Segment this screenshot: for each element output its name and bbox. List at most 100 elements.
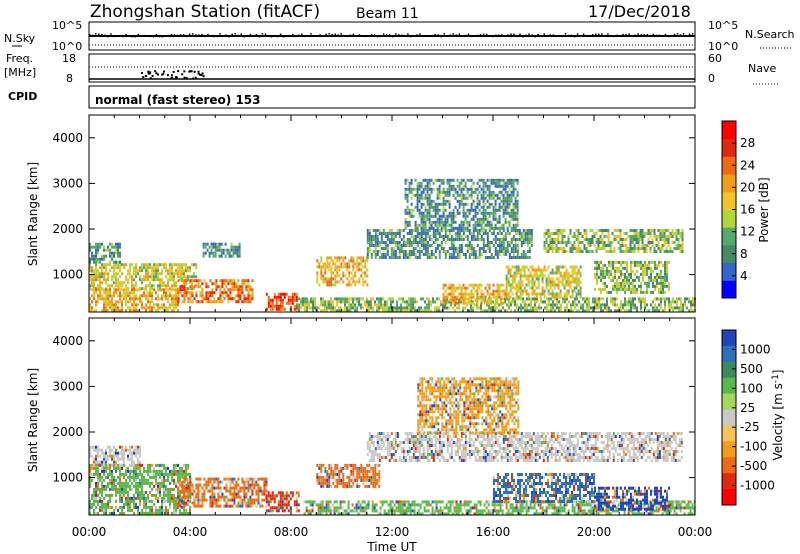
power-cell xyxy=(492,208,495,212)
power-cell xyxy=(271,304,274,308)
power-cell xyxy=(652,290,654,294)
power-cell xyxy=(458,283,461,287)
power-cell xyxy=(220,254,223,258)
nsky-point xyxy=(279,33,282,36)
nave-tick-bottom: 0 xyxy=(708,72,715,85)
power-cell xyxy=(458,292,461,296)
power-cell xyxy=(185,291,188,295)
power-cell xyxy=(680,303,682,307)
power-cell xyxy=(557,295,560,299)
velocity-cell xyxy=(165,472,167,476)
power-cell xyxy=(414,241,417,244)
power-cell xyxy=(149,309,151,313)
power-cell xyxy=(474,214,477,218)
power-cell xyxy=(610,278,612,282)
power-cell xyxy=(531,292,534,296)
velocity-cell xyxy=(169,481,171,485)
power-cell xyxy=(611,241,614,244)
power-cell xyxy=(336,259,339,263)
power-cell xyxy=(500,289,503,293)
power-cell xyxy=(346,268,349,272)
power-cell xyxy=(551,277,554,281)
power-cell xyxy=(368,247,371,250)
power-cell xyxy=(654,260,656,264)
power-cell xyxy=(478,202,481,206)
power-cell xyxy=(219,288,222,292)
power-cell xyxy=(488,214,491,218)
power-cell xyxy=(519,286,522,290)
nsky-point xyxy=(482,33,485,36)
power-cell xyxy=(348,280,351,284)
power-cell xyxy=(103,248,105,252)
power-cell xyxy=(103,254,105,258)
velocity-cell xyxy=(159,475,161,479)
power-cell xyxy=(193,287,195,291)
power-cell xyxy=(111,245,113,249)
power-cell xyxy=(514,187,517,191)
power-cell xyxy=(133,291,135,295)
power-cell xyxy=(512,187,515,191)
power-cell xyxy=(652,260,654,264)
power-cell xyxy=(362,265,365,269)
power-cell xyxy=(277,307,280,311)
velocity-cell xyxy=(133,511,135,515)
velocity-cell xyxy=(169,496,171,500)
velocity-cell xyxy=(99,508,101,512)
freq-point xyxy=(166,74,169,77)
power-cell xyxy=(504,235,507,238)
power-cell xyxy=(214,248,217,252)
power-cell xyxy=(89,275,91,279)
power-cell xyxy=(673,232,676,235)
power-cell xyxy=(630,297,632,301)
power-cell xyxy=(362,259,365,263)
power-cell xyxy=(362,306,364,310)
power-cell xyxy=(418,193,421,197)
power-cell xyxy=(572,309,574,313)
power-cell xyxy=(510,214,513,218)
power-cell xyxy=(664,284,666,288)
power-cell xyxy=(534,309,536,313)
velocity-cell xyxy=(127,496,129,500)
power-cell xyxy=(207,291,210,295)
velocity-cell xyxy=(123,481,125,485)
power-cell xyxy=(336,309,338,313)
power-cell xyxy=(289,295,292,299)
power-cell xyxy=(442,196,445,200)
power-cell xyxy=(444,208,447,212)
power-cell xyxy=(318,306,320,310)
power-cell xyxy=(565,244,568,247)
power-cell xyxy=(115,275,117,279)
freq-label: Freq. xyxy=(6,52,33,65)
power-cell xyxy=(606,309,608,313)
velocity-cell xyxy=(137,511,139,515)
nsky-point xyxy=(461,35,464,37)
power-cell xyxy=(511,277,514,281)
power-cell xyxy=(408,190,411,194)
power-cell xyxy=(641,244,644,247)
power-cell xyxy=(316,280,319,284)
nsky-point xyxy=(310,33,312,35)
power-cell xyxy=(372,297,374,301)
velocity-cell xyxy=(159,490,161,494)
power-cell xyxy=(569,265,572,269)
power-cell xyxy=(551,268,554,272)
power-cell xyxy=(458,250,461,253)
power-cell xyxy=(115,248,117,252)
power-cell xyxy=(588,297,590,301)
power-cell xyxy=(561,235,564,238)
power-cell xyxy=(418,238,421,241)
power-cell xyxy=(551,232,554,235)
power-cell xyxy=(494,309,496,313)
power-cell xyxy=(234,251,237,255)
power-cell xyxy=(500,238,503,241)
power-cell xyxy=(334,277,337,281)
power-cell xyxy=(494,217,497,221)
power-cell xyxy=(594,260,596,264)
power-cell xyxy=(541,274,544,278)
power-cell xyxy=(659,250,662,253)
power-cell xyxy=(247,297,250,301)
power-cell xyxy=(366,232,369,235)
velocity-cell xyxy=(159,493,161,497)
velocity-cell xyxy=(141,496,143,500)
power-cell xyxy=(384,247,387,250)
